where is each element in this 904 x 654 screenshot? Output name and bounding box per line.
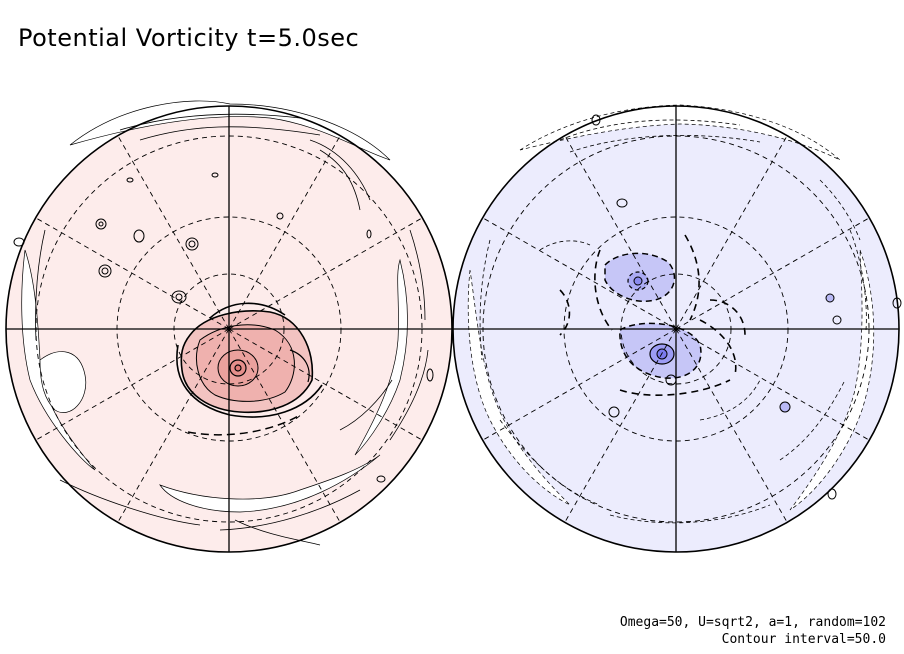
north-edge-band [159,454,381,513]
north-edge-band [21,249,96,471]
grid-axes [6,106,899,552]
parameters-annotation: Omega=50, U=sqrt2, a=1, random=102 [619,615,886,630]
north-edge-band [39,351,87,413]
contour-interval-annotation: Contour interval=50.0 [721,632,886,647]
south-edge-band [467,269,571,506]
north-edge-band [354,258,408,456]
north-edge-band [69,100,391,161]
south-edge-band [789,249,875,511]
annotation-block: Omega=50, U=sqrt2, a=1, random=102 Conto… [620,614,886,648]
chart-title: Potential Vorticity t=5.0sec [18,24,360,52]
